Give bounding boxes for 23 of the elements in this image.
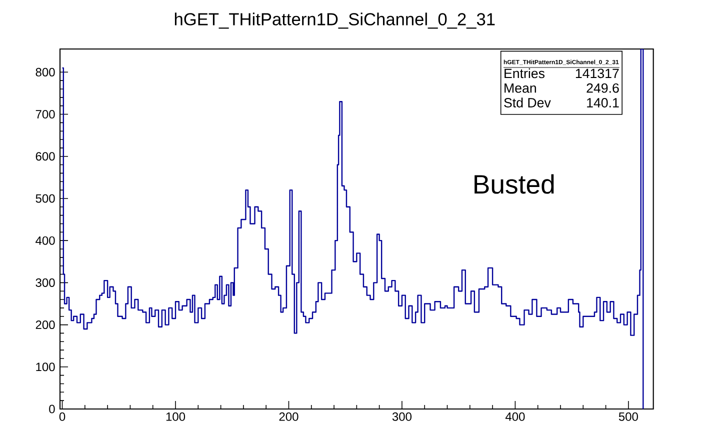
annotation: 249.6 — [586, 83, 619, 93]
annotation: Busted — [474, 174, 554, 194]
annotation: Mean — [504, 83, 536, 93]
y-tick-label: 300 — [36, 278, 55, 287]
annotation: Entries — [504, 68, 545, 78]
y-tick-label: 0 — [49, 404, 55, 414]
y-tick-label: 500 — [36, 194, 55, 203]
x-tick-label: 200 — [279, 412, 298, 421]
x-tick-label: 500 — [618, 412, 638, 421]
y-tick-label: 700 — [36, 110, 55, 119]
y-tick-label: 400 — [36, 236, 55, 245]
annotation: Std Dev — [504, 98, 551, 108]
x-tick-label: 100 — [166, 412, 186, 421]
x-tick-label: 0 — [59, 412, 66, 421]
x-tick-label: 400 — [505, 412, 525, 421]
x-tick-label: 300 — [392, 412, 412, 421]
y-tick-label: 800 — [36, 68, 55, 76]
chart-title: hGET_THitPattern1D_SiChannel_0_2_31 — [174, 12, 495, 29]
y-tick-label: 600 — [36, 152, 55, 161]
annotation: 141317 — [576, 68, 619, 78]
y-tick-label: 100 — [36, 362, 55, 372]
annotation: 140.1 — [587, 98, 619, 108]
y-tick-label: 200 — [36, 320, 55, 330]
